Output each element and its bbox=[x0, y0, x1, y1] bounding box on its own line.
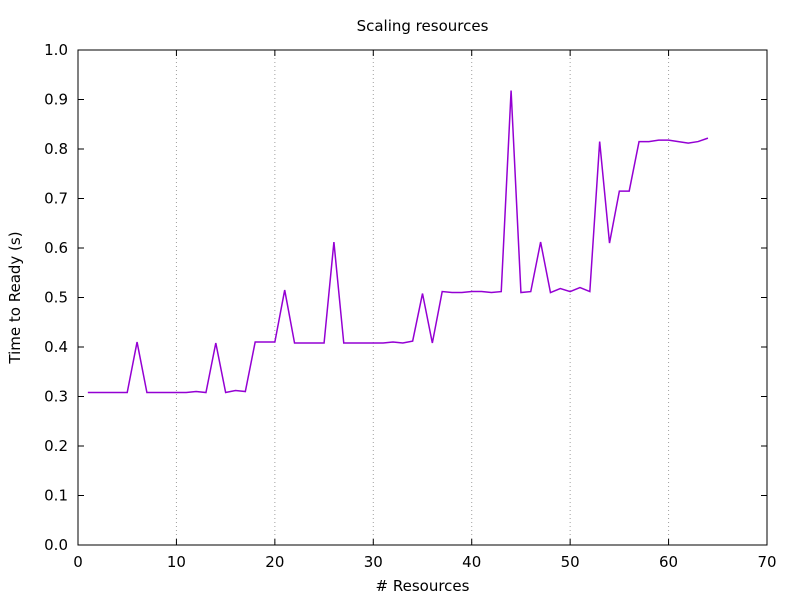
x-tick-label: 30 bbox=[364, 553, 383, 571]
series-line bbox=[87, 90, 709, 394]
x-tick-label: 40 bbox=[462, 553, 481, 571]
y-tick-label: 0.7 bbox=[44, 190, 68, 208]
y-tick-label: 1.0 bbox=[44, 41, 68, 59]
y-axis-label: Time to Ready (s) bbox=[6, 231, 24, 364]
y-tick-label: 0.1 bbox=[44, 487, 68, 505]
chart-title: Scaling resources bbox=[357, 17, 489, 35]
ticks-layer bbox=[77, 49, 768, 546]
x-axis-label: # Resources bbox=[376, 577, 470, 595]
x-tick-label: 50 bbox=[561, 553, 580, 571]
tick-labels-layer: 0 10 20 30 40 50 60 70 0.0 0.1 0.2 0.3 0.4 0.5 0.6 0.7 0… bbox=[44, 41, 776, 571]
y-tick-label: 0.2 bbox=[44, 437, 68, 455]
x-tick-label: 60 bbox=[659, 553, 678, 571]
x-tick-label: 10 bbox=[167, 553, 186, 571]
series-layer bbox=[87, 90, 709, 394]
grid-layer bbox=[175, 50, 670, 545]
plot-frame bbox=[77, 49, 768, 546]
x-tick-label: 70 bbox=[757, 553, 776, 571]
x-tick-label: 0 bbox=[73, 553, 83, 571]
y-tick-label: 0.3 bbox=[44, 388, 68, 406]
y-tick-label: 0.4 bbox=[44, 338, 68, 356]
x-tick-label: 20 bbox=[265, 553, 284, 571]
y-tick-label: 0.9 bbox=[44, 91, 68, 109]
y-tick-label: 0.6 bbox=[44, 239, 68, 257]
y-tick-label: 0.5 bbox=[44, 289, 68, 307]
y-tick-label: 0.0 bbox=[44, 536, 68, 554]
y-tick-label: 0.8 bbox=[44, 140, 68, 158]
